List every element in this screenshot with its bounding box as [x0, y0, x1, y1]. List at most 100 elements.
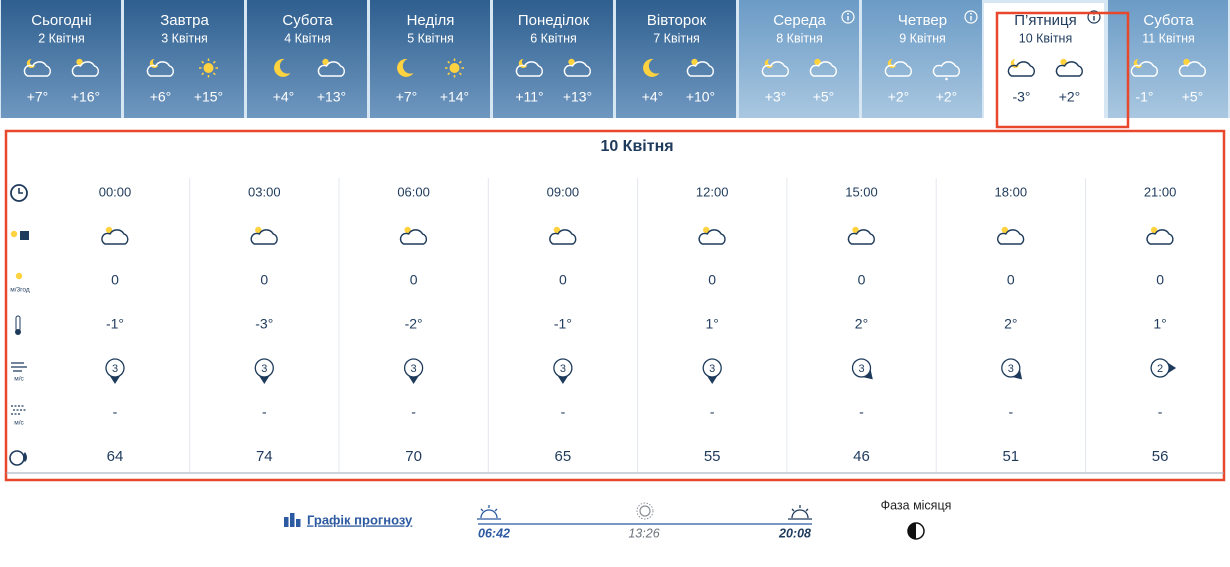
day-tab[interactable]: Сьогодні 2 Квітня +7° +16° — [1, 0, 121, 118]
precipitation-value: 0 — [410, 272, 418, 288]
sun-icon — [568, 58, 575, 66]
humidity-value: 55 — [704, 448, 721, 465]
chart-link[interactable]: Графік прогнозу — [307, 512, 413, 527]
wind-circle — [702, 358, 722, 378]
sun-disc — [203, 63, 214, 73]
cloud-icon — [1178, 61, 1206, 77]
precipitation-value: 0 — [708, 272, 716, 288]
thermometer-bulb — [15, 329, 21, 335]
temperature-value: -3° — [255, 316, 273, 332]
temperature-value: -1° — [106, 316, 124, 332]
gust-value: - — [710, 404, 715, 420]
humidity-value: 46 — [853, 448, 870, 465]
sun-icon — [1001, 226, 1008, 234]
day-name: Сьогодні — [31, 12, 92, 29]
cloud-icon — [101, 229, 129, 245]
cloud-icon — [809, 61, 837, 77]
day-tab[interactable]: Неділя 5 Квітня +7° +14° — [370, 0, 490, 118]
hour-label: 15:00 — [845, 184, 878, 199]
day-date: 5 Квітня — [407, 31, 454, 45]
wind-value: 3 — [112, 363, 118, 375]
hour-label: 09:00 — [547, 184, 580, 199]
wind-circle — [105, 358, 125, 378]
tab-background — [862, 0, 982, 118]
tab-background — [1, 0, 121, 118]
day-temp: +13° — [563, 89, 592, 105]
tab-background — [984, 3, 1104, 128]
sun-ray — [212, 60, 216, 64]
info-icon — [1087, 10, 1101, 24]
day-name: Субота — [1143, 12, 1194, 29]
wind-value: 3 — [261, 363, 267, 375]
day-temp: +14° — [440, 89, 469, 105]
night-temp: +4° — [273, 89, 295, 105]
wind-marker — [254, 358, 274, 384]
cloud-icon — [250, 229, 278, 245]
wind-marker — [851, 358, 873, 380]
day-name: Завтра — [160, 12, 209, 29]
day-date: 4 Квітня — [284, 31, 331, 45]
wind-marker — [105, 358, 125, 384]
day-tab[interactable]: П’ятниця 10 Квітня -3° +2° — [984, 3, 1104, 128]
tab-background — [124, 0, 244, 118]
night-temp: -1° — [1135, 89, 1153, 105]
chart-icon-bar — [284, 517, 289, 527]
noon-sun-icon — [639, 505, 651, 517]
tab-background — [739, 0, 859, 118]
day-name: Понеділок — [518, 12, 590, 29]
sun-icon — [1150, 226, 1158, 234]
cloud-icon — [146, 61, 174, 77]
sun-icon — [76, 58, 83, 66]
moon-phase-label: Фаза місяця — [881, 498, 952, 512]
cloud-icon — [1146, 229, 1174, 245]
sun-ray — [458, 60, 462, 64]
humidity-value: 51 — [1002, 448, 1019, 465]
sun-icon — [1183, 58, 1190, 66]
unit-label: м/с — [14, 420, 24, 427]
precipitation-value: 0 — [111, 272, 119, 288]
noon-time: 13:26 — [628, 526, 659, 540]
day-temp: +15° — [194, 89, 223, 105]
day-tab[interactable]: Вівторок 7 Квітня +4° +10° — [616, 0, 736, 118]
day-tab[interactable]: Завтра 3 Квітня +6° +15° — [124, 0, 244, 118]
day-tab[interactable]: Четвер 9 Квітня +2° +2° — [862, 0, 982, 118]
day-tab[interactable]: Субота 11 Квітня -1° +5° — [1108, 0, 1228, 118]
chart-icon-bar — [296, 519, 301, 527]
info-icon-dot — [970, 12, 972, 15]
day-name: Вівторок — [647, 12, 707, 29]
cloud-icon — [317, 61, 345, 77]
wind-marker — [553, 358, 573, 384]
cloud-icon — [515, 61, 543, 77]
sunset-time: 20:08 — [778, 526, 811, 540]
sun-icon — [553, 226, 561, 234]
day-temp: +10° — [686, 89, 715, 105]
cloud-icon — [761, 61, 789, 77]
moon-phase-dark — [908, 523, 916, 539]
moon-icon — [397, 58, 414, 77]
precipitation-value: 0 — [559, 272, 567, 288]
day-tab[interactable]: Понеділок 6 Квітня +11° +13° — [493, 0, 613, 118]
gust-value: - — [561, 404, 566, 420]
gust-value: - — [1158, 404, 1163, 420]
hour-label: 21:00 — [1144, 184, 1177, 199]
gust-value: - — [411, 404, 416, 420]
day-tab[interactable]: Субота 4 Квітня +4° +13° — [247, 0, 367, 118]
sun-icon — [691, 58, 698, 66]
wind-circle — [254, 358, 274, 378]
chart-icon-bar — [290, 513, 295, 527]
temperature-value: -1° — [554, 316, 572, 332]
night-temp: +7° — [396, 89, 418, 105]
day-temp: +16° — [71, 89, 100, 105]
precipitation-value: 0 — [260, 272, 268, 288]
humidity-value: 64 — [107, 448, 124, 465]
hour-label: 18:00 — [995, 184, 1028, 199]
info-icon-dot — [847, 12, 849, 15]
humidity-drop — [23, 452, 27, 462]
wind-circle — [553, 358, 573, 378]
sun-disc — [449, 63, 460, 73]
cloud-icon — [1130, 61, 1158, 77]
sun-icon — [404, 226, 411, 234]
day-tab[interactable]: Середа 8 Квітня +3° +5° — [739, 0, 859, 118]
day-name: Середа — [773, 12, 826, 29]
